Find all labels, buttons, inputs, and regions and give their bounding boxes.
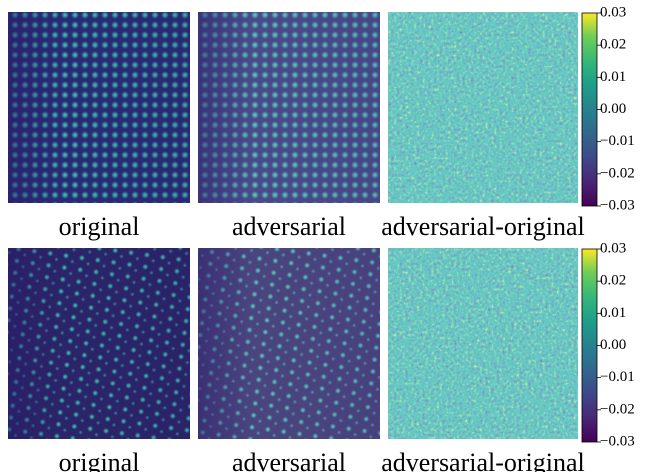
colorbar-tick-label: 0.02 xyxy=(600,37,626,53)
difference-map xyxy=(388,12,578,203)
colorbar-tick-label: −0.02 xyxy=(600,165,635,181)
caption: adversarial xyxy=(232,212,346,241)
caption: adversarial-original xyxy=(381,448,585,472)
colorbar-tick-label: −0.02 xyxy=(600,401,635,417)
colorbar-tick-label: 0.03 xyxy=(600,4,626,20)
caption: adversarial-original xyxy=(381,212,585,241)
colorbar-tick-label: 0.01 xyxy=(600,305,626,321)
colorbar xyxy=(581,248,598,443)
heatmap-shade xyxy=(198,248,380,439)
colorbar-tick-label: 0.03 xyxy=(600,240,626,256)
colorbar xyxy=(581,12,598,207)
colorbar-tick-label: 0.02 xyxy=(600,273,626,289)
colorbar-tick-label: 0.00 xyxy=(600,101,626,117)
caption: adversarial xyxy=(232,448,346,472)
heatmap-shade xyxy=(198,12,380,203)
caption: original xyxy=(59,212,140,241)
colorbar-tick-label: −0.01 xyxy=(600,369,635,385)
colorbar-tick-label: 0.00 xyxy=(600,337,626,353)
colorbar-tick-label: −0.03 xyxy=(600,433,635,449)
caption: original xyxy=(59,448,140,472)
difference-map xyxy=(388,248,578,439)
colorbar-tick-label: −0.01 xyxy=(600,133,635,149)
heatmap-shade xyxy=(8,248,190,439)
colorbar-tick-label: 0.01 xyxy=(600,69,626,85)
heatmap-shade xyxy=(8,12,190,203)
colorbar-tick-label: −0.03 xyxy=(600,197,635,213)
